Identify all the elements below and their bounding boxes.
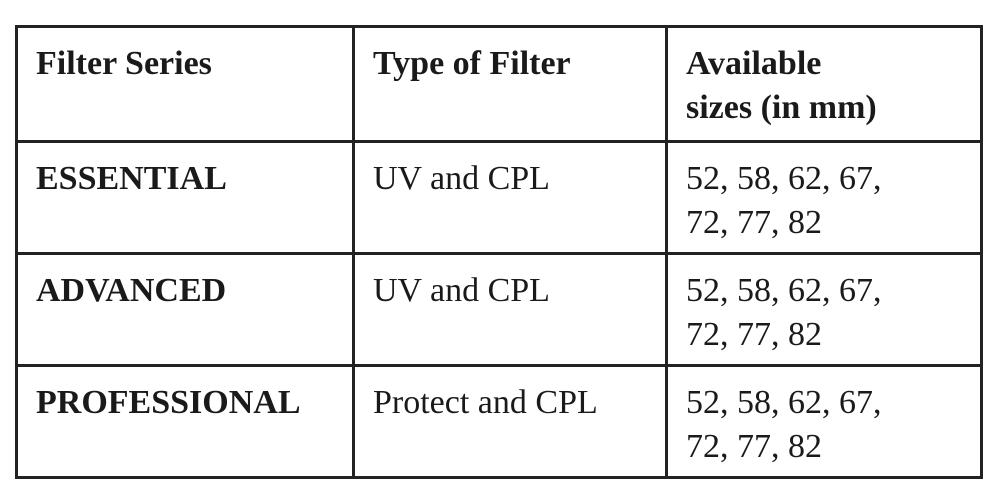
table-row: ADVANCED UV and CPL 52, 58, 62, 67, 72, 77,… <box>15 252 983 367</box>
cell-line: Filter Series <box>36 45 212 82</box>
table-cell: 52, 58, 62, 67, 72, 77, 82 <box>665 364 983 479</box>
header-cell: Filter Series <box>15 25 355 143</box>
cell-line: Available <box>686 45 822 82</box>
table-cell: UV and CPL <box>352 140 668 255</box>
cell-line: PROFESSIONAL <box>36 384 301 421</box>
cell-line: 72, 77, 82 <box>686 316 822 353</box>
table-row: PROFESSIONAL Protect and CPL 52, 58, 62, 6… <box>15 364 983 479</box>
table-body: ESSENTIAL UV and CPL 52, 58, 62, 67, 72, 77… <box>15 140 983 479</box>
cell-line: ESSENTIAL <box>36 160 227 197</box>
cell-line: 72, 77, 82 <box>686 428 822 465</box>
table-header: Filter Series Type of Filter Available size… <box>15 25 983 143</box>
cell-line: sizes (in mm) <box>686 89 877 126</box>
cell-line: UV and CPL <box>373 272 550 309</box>
header-cell: Available sizes (in mm) <box>665 25 983 143</box>
cell-line: UV and CPL <box>373 160 550 197</box>
cell-line: 72, 77, 82 <box>686 204 822 241</box>
table-cell: ADVANCED <box>15 252 355 367</box>
table-cell: 52, 58, 62, 67, 72, 77, 82 <box>665 140 983 255</box>
header-row: Filter Series Type of Filter Available size… <box>15 25 983 143</box>
table-cell: ESSENTIAL <box>15 140 355 255</box>
cell-line: 52, 58, 62, 67, <box>686 272 882 309</box>
table-cell: 52, 58, 62, 67, 72, 77, 82 <box>665 252 983 367</box>
cell-line: Type of Filter <box>373 45 571 82</box>
cell-line: Protect and CPL <box>373 384 598 421</box>
cell-line: ADVANCED <box>36 272 227 309</box>
filter-table: Filter Series Type of Filter Available size… <box>15 25 983 479</box>
header-cell: Type of Filter <box>352 25 668 143</box>
table-cell: PROFESSIONAL <box>15 364 355 479</box>
cell-line: 52, 58, 62, 67, <box>686 160 882 197</box>
table-row: ESSENTIAL UV and CPL 52, 58, 62, 67, 72, 77… <box>15 140 983 255</box>
table-cell: UV and CPL <box>352 252 668 367</box>
cell-line: 52, 58, 62, 67, <box>686 384 882 421</box>
table-cell: Protect and CPL <box>352 364 668 479</box>
